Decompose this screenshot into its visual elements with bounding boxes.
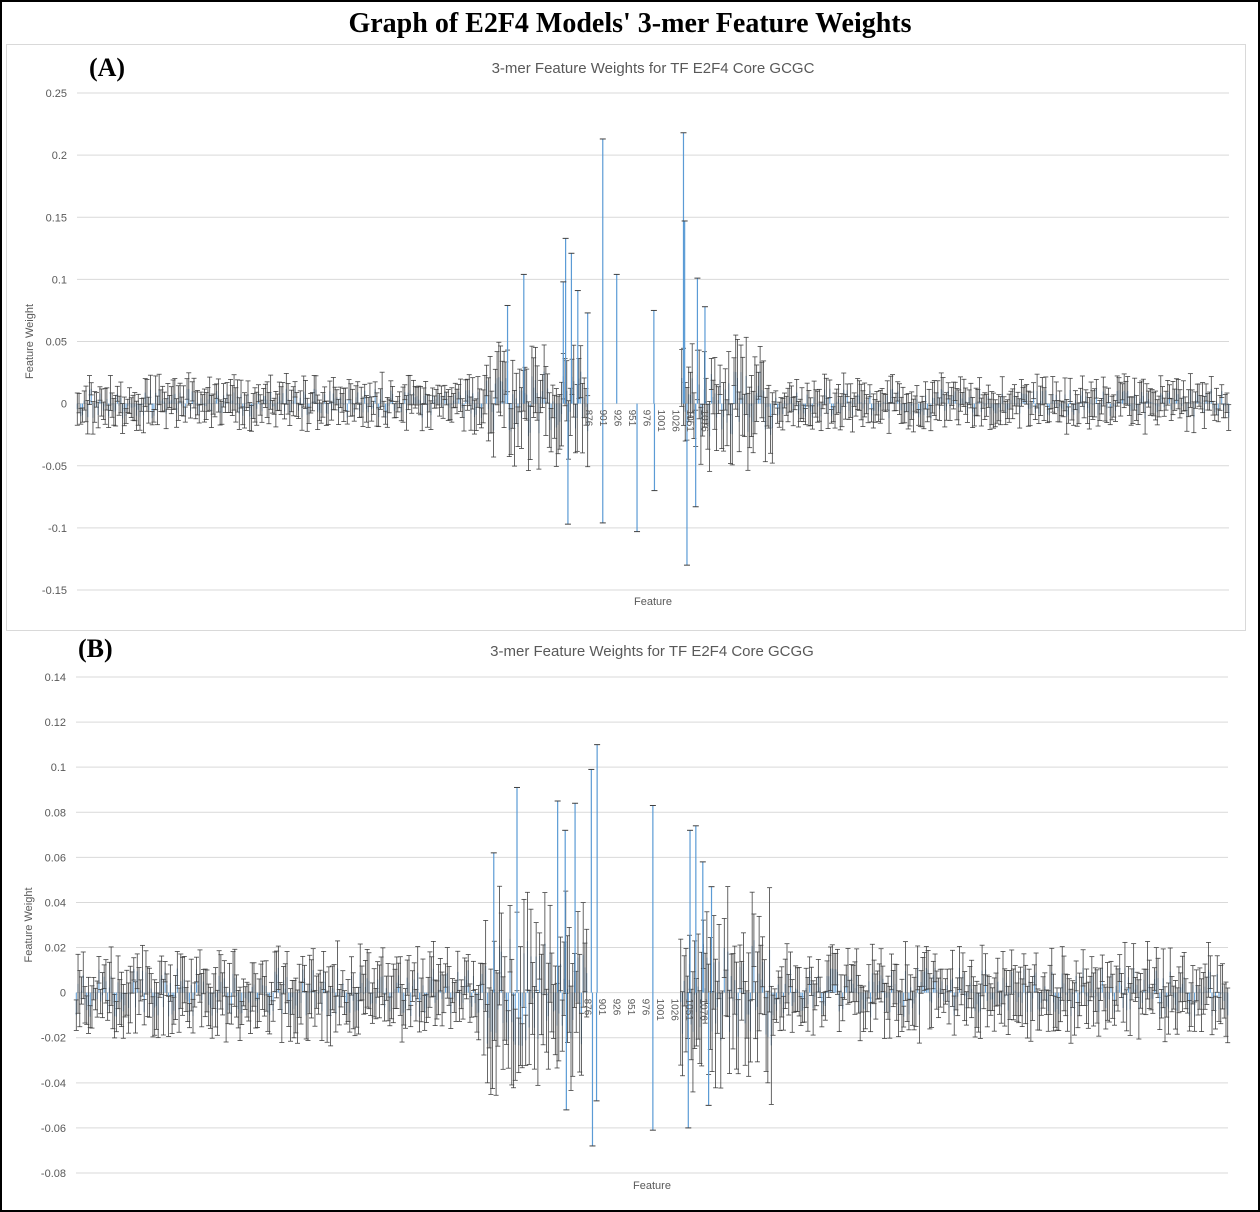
y-tick-label: 0.05 [46,337,67,349]
x-tick-label: 1051 [684,410,695,433]
y-tick-label: 0.02 [45,943,66,955]
figure-title: Graph of E2F4 Models' 3-mer Feature Weig… [348,8,912,39]
x-axis-label: Feature [633,1180,671,1192]
chart-b: 3-mer Feature Weights for TF E2F4 Core G… [23,643,1231,1192]
chart-panel-a: (A) 3-mer Feature Weights for TF E2F4 Co… [6,44,1246,631]
y-tick-label: 0.04 [45,897,66,909]
x-tick-label: 901 [597,410,608,427]
panel-label-b: (B) [78,634,113,663]
x-tick-label: 1026 [669,410,680,433]
y-tick-label: 0.08 [45,807,66,819]
chart-panel-b: (B) 3-mer Feature Weights for TF E2F4 Co… [6,632,1244,1204]
x-tick-label: 1076 [698,410,709,433]
y-tick-label: 0.2 [52,150,67,162]
y-tick-label: -0.08 [41,1168,66,1180]
y-tick-label: -0.05 [42,461,67,473]
x-tick-label: 976 [640,410,651,427]
y-tick-label: 0 [60,988,66,1000]
y-tick-label: 0.25 [46,88,67,100]
y-tick-label: 0.14 [45,672,66,684]
y-tick-label: 0.06 [45,852,66,864]
y-tick-label: 0 [61,399,67,411]
y-tick-label: 0.15 [46,212,67,224]
y-tick-label: -0.15 [42,585,67,597]
x-tick-label: 1001 [655,410,666,433]
x-axis-label: Feature [634,596,672,608]
chart-title: 3-mer Feature Weights for TF E2F4 Core G… [490,643,814,660]
x-tick-label: 951 [626,410,637,427]
y-tick-label: 0.12 [45,717,66,729]
y-tick-label: -0.1 [48,523,67,535]
x-tick-label: 926 [611,410,622,427]
y-tick-label: -0.02 [41,1033,66,1045]
chart-a: 3-mer Feature Weights for TF E2F4 Core G… [24,60,1232,608]
y-tick-label: 0.1 [51,762,66,774]
chart-title: 3-mer Feature Weights for TF E2F4 Core G… [492,60,815,77]
panel-label-a: (A) [89,53,126,82]
y-axis-label: Feature Weight [24,304,36,379]
y-tick-label: -0.04 [41,1078,66,1090]
y-axis-label: Feature Weight [23,887,35,962]
y-tick-label: 0.1 [52,274,67,286]
bar-series [73,885,1231,1105]
x-tick-label: 876 [582,410,593,427]
y-tick-label: -0.06 [41,1123,66,1135]
